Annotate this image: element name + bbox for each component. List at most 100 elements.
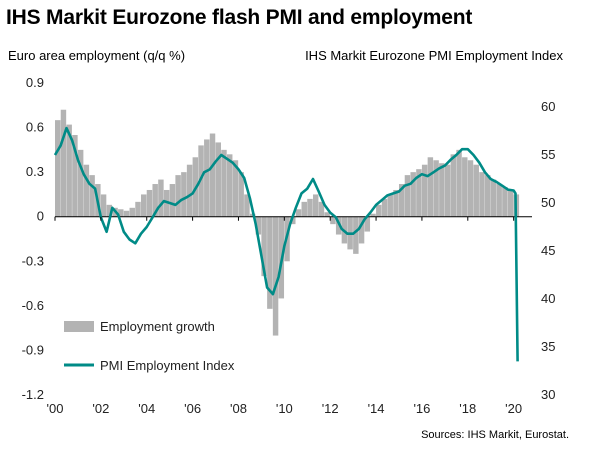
x-tick-label: '14 (368, 401, 385, 416)
employment-bar (221, 149, 227, 217)
employment-bar (261, 216, 267, 277)
employment-bar (295, 209, 302, 217)
right-tick-label: 55 (541, 147, 555, 162)
left-tick-label: -0.6 (22, 298, 44, 313)
employment-bar (364, 216, 371, 232)
legend-bar-swatch (64, 321, 94, 332)
employment-bar (146, 189, 153, 217)
employment-bar (479, 172, 485, 217)
employment-bar (175, 175, 181, 217)
employment-bar (398, 184, 405, 217)
employment-bar (439, 163, 445, 217)
employment-bar (387, 194, 393, 217)
chart-title: IHS Markit Eurozone flash PMI and employ… (6, 6, 473, 29)
employment-bar (381, 198, 388, 217)
source-note: Sources: IHS Markit, Eurostat. (421, 429, 569, 441)
right-tick-label: 45 (541, 243, 555, 258)
employment-bar (255, 216, 262, 235)
legend-label-employment: Employment growth (100, 319, 215, 334)
x-tick-label: '08 (230, 401, 247, 416)
employment-bar (502, 187, 508, 217)
right-axis-label: IHS Markit Eurozone PMI Employment Index (305, 48, 563, 63)
legend-label-pmi: PMI Employment Index (100, 358, 235, 373)
employment-bar (267, 216, 273, 309)
right-axis-ticks: 60 55 50 45 40 35 30 (541, 99, 555, 402)
employment-bar (376, 204, 382, 217)
x-tick-label: '10 (276, 401, 293, 416)
employment-bar (301, 201, 307, 217)
x-tick-label: '06 (184, 401, 201, 416)
employment-bar (404, 175, 411, 217)
x-tick-label: '16 (413, 401, 430, 416)
right-tick-label: 50 (541, 195, 555, 210)
employment-bar (129, 207, 135, 217)
employment-bar (215, 142, 221, 217)
employment-bar (467, 160, 474, 217)
left-tick-label: -1.2 (22, 387, 44, 402)
employment-bar (72, 135, 78, 217)
employment-bar (353, 216, 359, 254)
employment-bar (444, 164, 451, 217)
employment-bar (290, 216, 296, 225)
employment-bar (158, 179, 164, 217)
left-tick-label: 0 (37, 209, 44, 224)
employment-bar (433, 160, 439, 217)
employment-bar (393, 189, 399, 217)
x-tick-label: '18 (459, 401, 476, 416)
left-tick-label: -0.9 (22, 342, 44, 357)
employment-bar (226, 154, 233, 217)
employment-bar (324, 212, 330, 217)
employment-bar (89, 175, 95, 217)
x-tick-label: '00 (47, 401, 64, 416)
x-tick-label: '02 (92, 401, 109, 416)
right-tick-label: 35 (541, 339, 555, 354)
employment-bar (152, 184, 158, 217)
employment-bar (204, 139, 210, 217)
right-tick-label: 40 (541, 291, 555, 306)
employment-bar (427, 157, 434, 217)
employment-bar (83, 164, 90, 217)
right-tick-label: 30 (541, 387, 555, 402)
employment-bar (181, 172, 187, 217)
employment-bar (66, 124, 72, 217)
left-tick-label: 0.6 (26, 120, 44, 135)
bar-series-employment-growth (55, 109, 520, 336)
employment-bar (410, 172, 416, 217)
employment-bar (244, 194, 250, 217)
employment-bar (421, 164, 428, 217)
employment-bar (232, 160, 239, 217)
employment-bar (330, 216, 336, 225)
employment-bar (186, 164, 193, 217)
employment-bar (507, 189, 514, 217)
employment-bar (60, 109, 67, 217)
legend: Employment growth PMI Employment Index (64, 319, 235, 373)
employment-bar (462, 157, 468, 217)
employment-bar (123, 210, 130, 217)
employment-bar (473, 164, 479, 217)
x-axis-ticks: '00 '02 '04 '06 '08 '10 '12 '14 '16 '18 '20 (47, 216, 522, 416)
employment-bar (238, 172, 244, 217)
employment-bar (106, 204, 113, 217)
employment-bar (456, 149, 462, 217)
left-tick-label: 0.3 (26, 164, 44, 179)
employment-bar (118, 209, 124, 217)
left-tick-label: -0.3 (22, 253, 44, 268)
employment-bar (55, 120, 61, 217)
employment-bar (169, 184, 176, 217)
employment-bar (358, 216, 365, 244)
line-series-pmi-employment (53, 126, 519, 362)
x-tick-label: '20 (505, 401, 522, 416)
employment-bar (370, 213, 376, 217)
employment-bar (272, 216, 279, 336)
employment-bar (312, 194, 319, 217)
employment-bar (496, 184, 502, 217)
employment-bar (484, 175, 491, 217)
employment-bar (490, 179, 497, 217)
employment-bar (307, 198, 313, 217)
employment-bar (140, 194, 147, 217)
employment-bar (135, 201, 141, 217)
employment-bar (77, 149, 84, 217)
x-tick-label: '04 (138, 401, 155, 416)
x-tick-label: '12 (322, 401, 339, 416)
